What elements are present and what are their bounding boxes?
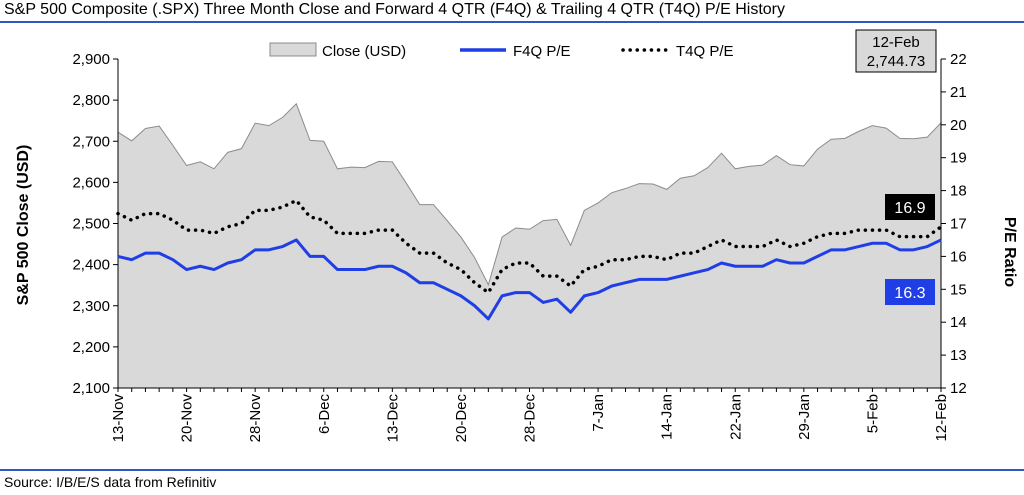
x-tick-label: 5-Feb	[864, 394, 881, 433]
top-rule	[0, 21, 1024, 23]
x-tick-label: 13-Nov	[110, 394, 127, 443]
f4q-end-label-text: 16.3	[894, 285, 925, 302]
y-tick-label: 2,900	[72, 51, 110, 68]
value-callout: 12-Feb 2,744.73	[855, 29, 937, 73]
y2-tick-label: 17	[950, 216, 967, 233]
legend-label-t4q: T4Q P/E	[676, 43, 734, 60]
y-tick-label: 2,500	[72, 216, 110, 233]
f4q-pe-line	[117, 238, 942, 321]
y2-tick-label: 14	[950, 314, 967, 331]
y2-tick-label: 22	[950, 51, 967, 68]
x-tick-label: 28-Nov	[247, 394, 264, 443]
y2-tick-label: 12	[950, 380, 967, 397]
y2-tick-label: 18	[950, 183, 967, 200]
t4q-end-label-text: 16.9	[894, 200, 925, 217]
x-tick-label: 6-Dec	[316, 394, 333, 435]
y-axis-title: S&P 500 Close (USD)	[15, 145, 32, 306]
legend-label-close: Close (USD)	[322, 43, 406, 60]
y-tick-label: 2,400	[72, 257, 110, 274]
x-tick-label: 22-Jan	[727, 394, 744, 440]
y-tick-label: 2,600	[72, 174, 110, 191]
lines-layer	[116, 198, 943, 321]
callout-box	[855, 29, 937, 73]
x-tick-label: 20-Nov	[179, 394, 196, 443]
y2-axis-title: P/E Ratio	[1001, 217, 1018, 287]
chart-title: S&P 500 Composite (.SPX) Three Month Clo…	[4, 1, 785, 18]
y-tick-label: 2,300	[72, 298, 110, 315]
y2-tick-label: 13	[950, 347, 967, 364]
legend: Close (USD) F4Q P/E T4Q P/E	[269, 42, 734, 60]
f4q-end-label: 16.3	[885, 279, 935, 305]
y2-tick-label: 16	[950, 248, 967, 265]
f4q-end-label-box	[885, 279, 935, 305]
y2-tick-label: 20	[950, 117, 967, 134]
callout-value: 2,744.73	[867, 53, 925, 70]
close-area-layer	[117, 102, 942, 389]
ticks-layer: 2,100 2,200 2,300 2,400 2,500 2,600 2,700 2,800…	[72, 51, 966, 442]
chart: 2,100 2,200 2,300 2,400 2,500 2,600 2,700 2,800…	[15, 29, 1018, 442]
x-tick-label: 12-Feb	[933, 394, 950, 442]
y2-tick-label: 15	[950, 281, 967, 298]
y2-tick-label: 19	[950, 150, 967, 167]
x-tick-label: 14-Jan	[659, 394, 676, 440]
y-tick-label: 2,700	[72, 133, 110, 150]
t4q-pe-line	[116, 198, 943, 295]
source-note: Source: I/B/E/S data from Refinitiv	[4, 474, 217, 490]
x-tick-label: 13-Dec	[384, 394, 401, 443]
legend-swatch-close	[269, 42, 317, 57]
legend-label-f4q: F4Q P/E	[513, 43, 571, 60]
x-tick-label: 7-Jan	[590, 394, 607, 432]
t4q-end-label: 16.9	[885, 194, 935, 220]
y-tick-label: 2,200	[72, 339, 110, 356]
t4q-end-label-box	[885, 194, 935, 220]
x-tick-label: 29-Jan	[796, 394, 813, 440]
callout-date: 12-Feb	[872, 34, 920, 51]
x-tick-label: 28-Dec	[522, 394, 539, 443]
y-tick-label: 2,800	[72, 92, 110, 109]
bottom-rule	[0, 469, 1024, 471]
y-tick-label: 2,100	[72, 380, 110, 397]
close-area	[117, 102, 942, 389]
x-tick-label: 20-Dec	[453, 394, 470, 443]
y2-tick-label: 21	[950, 84, 967, 101]
